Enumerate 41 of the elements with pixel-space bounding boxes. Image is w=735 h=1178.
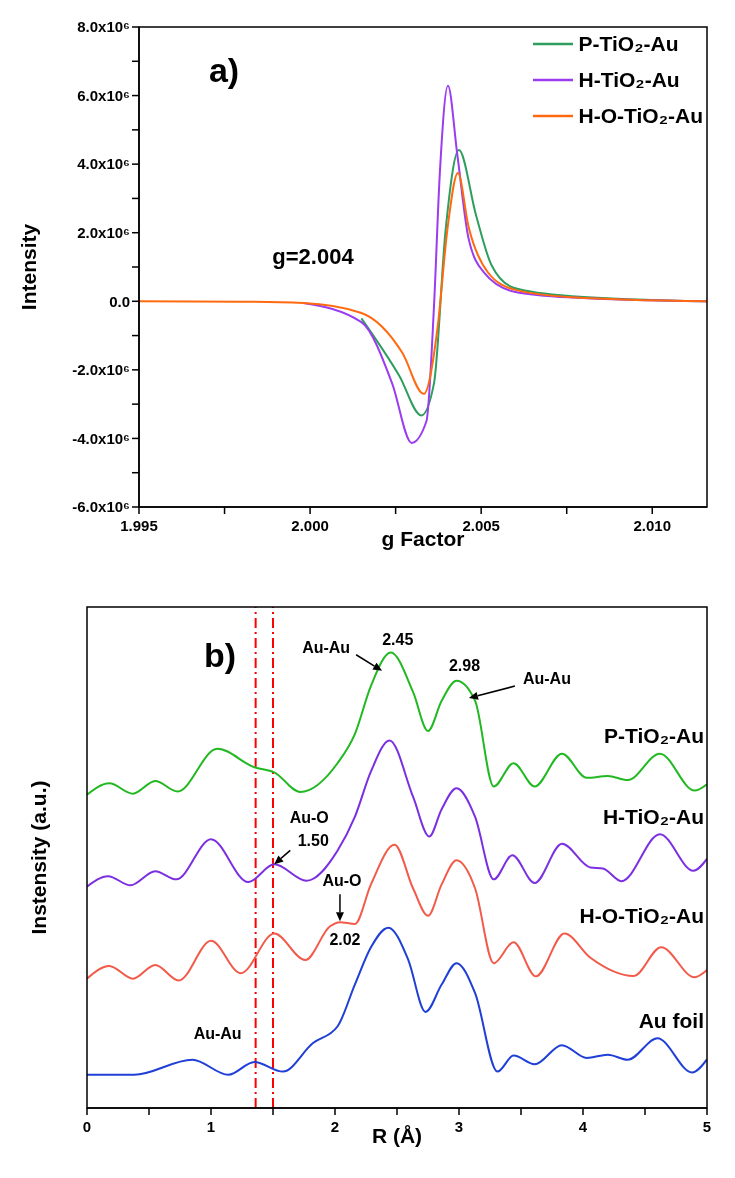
annotation: Au-O — [322, 872, 362, 890]
annotation: g=2.004 — [272, 243, 355, 269]
x-tick-label: 2 — [330, 1118, 340, 1135]
legend-label: P-TiO₂-Au — [578, 32, 679, 56]
annotation: Au-Au — [522, 670, 571, 688]
annotation: Au-O — [289, 808, 329, 826]
y-tick-label: -4.0x10⁶ — [72, 429, 130, 447]
y-axis-title: Intensity — [16, 223, 40, 311]
series-label: P-TiO₂-Au — [604, 724, 704, 748]
x-tick-label: 0 — [82, 1118, 92, 1135]
x-axis-title: R (Å) — [371, 1123, 423, 1147]
x-tick-label: 2.010 — [633, 517, 672, 534]
x-tick-label: 2.000 — [291, 517, 329, 534]
annotation: 2.02 — [329, 931, 361, 949]
series-label: H-TiO₂-Au — [602, 804, 704, 828]
x-tick-label: 1 — [206, 1118, 216, 1135]
annotation: 2.45 — [382, 630, 414, 648]
y-tick-label: -2.0x10⁶ — [72, 361, 130, 379]
x-tick-label: 5 — [702, 1118, 712, 1135]
x-tick-label: 4 — [578, 1118, 588, 1135]
x-tick-label: 2.005 — [462, 517, 500, 534]
y-tick-label: 6.0x10⁶ — [77, 86, 130, 104]
y-tick-label: 8.0x10⁶ — [77, 18, 130, 36]
legend-label: H-O-TiO₂-Au — [578, 104, 703, 128]
y-axis-title: Instensity (a.u.) — [26, 780, 50, 935]
series-label: Au foil — [638, 1008, 704, 1032]
chart-title: b) — [203, 635, 237, 674]
y-tick-label: 2.0x10⁶ — [77, 224, 130, 242]
y-tick-label: 4.0x10⁶ — [77, 155, 130, 173]
annotation: 2.98 — [448, 657, 481, 675]
annotation: 1.50 — [297, 831, 329, 849]
line-series — [139, 172, 707, 395]
text: a) — [208, 50, 240, 89]
x-tick-label: 1.995 — [120, 517, 158, 534]
annotation: Au-Au — [193, 1025, 242, 1043]
annotation: Au-Au — [302, 638, 351, 656]
x-tick-label: 3 — [454, 1118, 464, 1135]
series-label: H-O-TiO₂-Au — [579, 904, 704, 928]
legend-label: H-TiO₂-Au — [578, 68, 680, 92]
y-tick-label: -6.0x10⁶ — [72, 498, 130, 516]
y-tick-label: 0.0 — [109, 292, 130, 310]
